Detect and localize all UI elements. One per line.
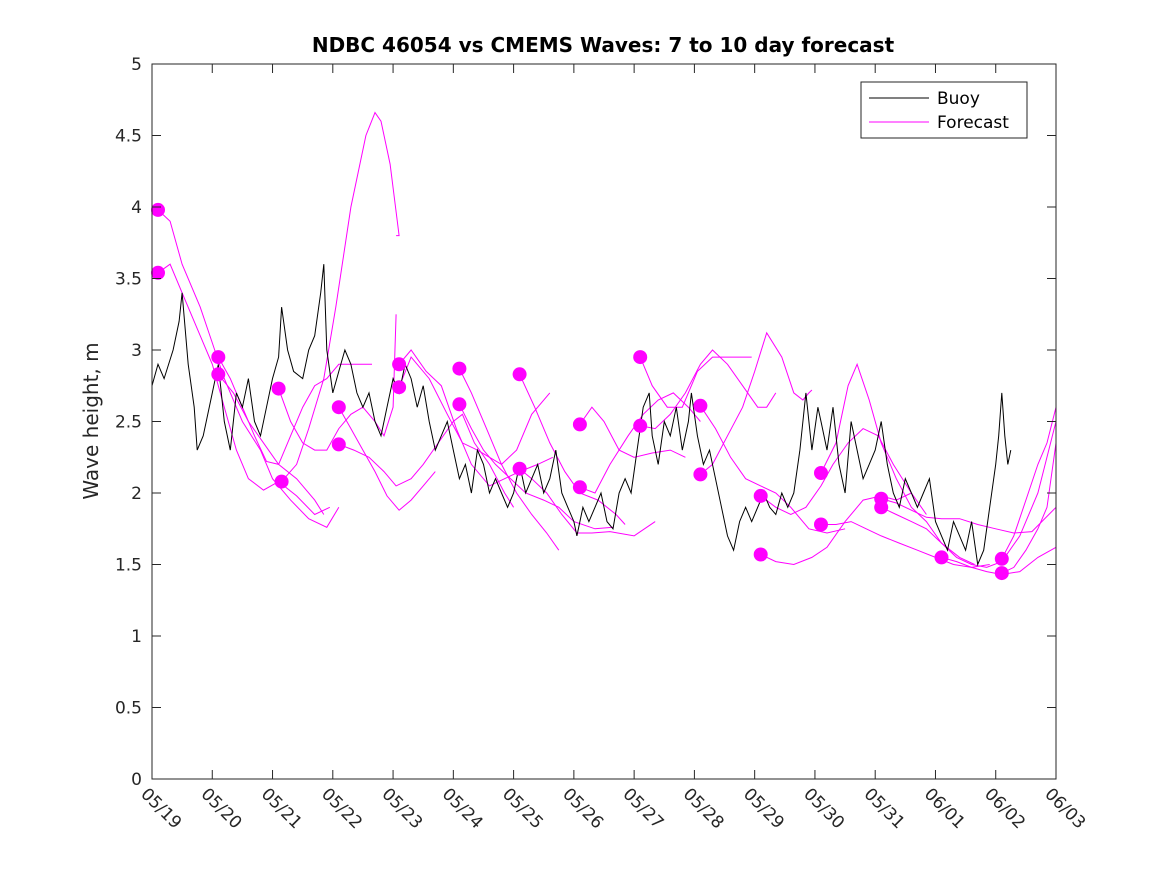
forecast-line-27: [941, 546, 1057, 576]
y-tick-label-5: 2.5: [115, 413, 142, 433]
forecast-line-23: [821, 521, 990, 568]
y-tick-label-2: 1: [131, 627, 142, 647]
y-tick-label-1: 0.5: [115, 699, 142, 719]
forecast-start-marker-28: [994, 551, 1009, 566]
forecast-line-16: [579, 392, 701, 494]
legend-label-forecast: Forecast: [937, 113, 1009, 133]
forecast-line-1: [157, 209, 340, 528]
forecast-start-marker-24: [814, 517, 828, 532]
buoy-line: [151, 264, 1012, 567]
forecast-line-22: [760, 428, 927, 516]
y-tick-label-9: 4.5: [115, 127, 142, 147]
forecast-start-marker-3: [211, 350, 226, 365]
forecast-start-marker-12: [452, 397, 467, 412]
forecast-start-marker-27: [934, 550, 949, 565]
forecast-start-marker-20: [693, 467, 708, 482]
forecast-start-marker-1: [151, 202, 165, 217]
forecast-start-marker-2: [151, 265, 165, 280]
forecast-line-15: [579, 406, 686, 458]
forecast-line-18: [640, 349, 777, 430]
forecast-line-25: [881, 498, 1057, 534]
forecast-start-marker-14: [512, 461, 527, 476]
forecast-start-marker-18: [633, 418, 648, 433]
forecast-start-marker-26: [874, 500, 889, 515]
forecast-line-17: [639, 356, 752, 408]
forecast-line-26: [880, 421, 1057, 568]
forecast-start-marker-5: [271, 381, 286, 396]
forecast-start-marker-8: [331, 437, 346, 452]
legend: Buoy Forecast: [860, 81, 1028, 139]
forecast-start-marker-6: [274, 474, 289, 489]
forecast-line-14: [519, 468, 656, 537]
forecast-start-marker-21: [753, 488, 768, 503]
forecast-start-marker-11: [452, 361, 467, 376]
y-tick-label-8: 4: [131, 198, 142, 218]
forecast-line-6: [281, 111, 400, 482]
forecast-line-19: [700, 331, 813, 475]
y-tick-label-7: 3.5: [115, 270, 142, 290]
forecast-line-5: [278, 314, 397, 451]
forecast-start-marker-22: [753, 547, 768, 562]
forecast-start-marker-10: [392, 380, 407, 395]
marker-layer: [151, 202, 1009, 581]
forecast-line-7: [338, 406, 436, 511]
forecast-start-marker-7: [331, 400, 346, 415]
forecast-start-marker-16: [572, 480, 587, 495]
legend-box: [860, 81, 1028, 139]
forecast-line-29: [1001, 407, 1057, 560]
series-layer: [151, 111, 1057, 576]
forecast-start-marker-4: [211, 367, 226, 382]
forecast-start-marker-29: [994, 566, 1009, 581]
forecast-start-marker-15: [572, 417, 587, 432]
y-tick-label-6: 3: [131, 341, 142, 361]
chart-title: NDBC 46054 vs CMEMS Waves: 7 to 10 day f…: [312, 33, 895, 57]
forecast-line-28: [1001, 442, 1057, 574]
forecast-line-13: [519, 374, 626, 525]
forecast-start-marker-17: [633, 350, 648, 365]
forecast-start-marker-13: [512, 367, 527, 382]
y-axis-label: Wave height, m: [79, 342, 103, 499]
y-tick-label-0: 0: [131, 770, 142, 790]
forecast-line-20: [699, 405, 846, 534]
forecast-line-11: [458, 368, 560, 551]
y-tick-label-4: 2: [131, 484, 142, 504]
forecast-start-marker-19: [693, 398, 708, 413]
forecast-start-marker-23: [814, 466, 828, 480]
y-tick-label-10: 5: [131, 55, 142, 75]
forecast-line-21: [760, 492, 912, 566]
legend-label-buoy: Buoy: [937, 89, 980, 109]
forecast-line-8: [338, 413, 515, 508]
forecast-start-marker-9: [392, 357, 407, 372]
y-tick-label-3: 1.5: [115, 556, 142, 576]
